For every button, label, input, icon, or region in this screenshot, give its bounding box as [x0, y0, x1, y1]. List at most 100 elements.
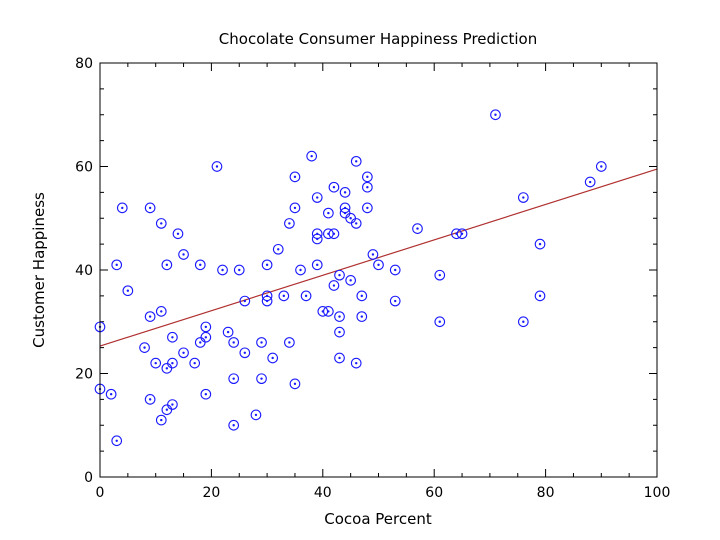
data-point — [584, 176, 596, 188]
y-tick-label: 20 — [75, 367, 93, 383]
data-point — [350, 357, 362, 369]
x-tick-label: 100 — [644, 485, 671, 501]
data-point — [261, 295, 273, 307]
data-point — [228, 419, 240, 431]
data-point — [239, 347, 251, 359]
data-point — [161, 404, 173, 416]
data-point — [200, 388, 212, 400]
data-point — [456, 228, 468, 240]
data-point — [267, 352, 279, 364]
data-point — [328, 228, 340, 240]
data-point — [517, 192, 529, 203]
data-point — [189, 357, 201, 369]
plot-frame — [99, 62, 658, 478]
y-axis-label: Customer Happiness — [30, 192, 48, 348]
data-point — [356, 311, 368, 322]
x-tick-label: 20 — [202, 485, 220, 501]
data-point — [362, 202, 373, 214]
data-point — [144, 394, 156, 405]
data-point — [172, 228, 184, 240]
data-point — [373, 259, 384, 271]
data-point — [328, 181, 340, 193]
data-point — [311, 192, 323, 203]
data-point — [278, 290, 290, 302]
y-tick-label: 40 — [75, 263, 93, 279]
data-point — [178, 347, 189, 359]
data-point — [122, 285, 134, 297]
data-point — [256, 373, 267, 385]
data-points — [94, 109, 607, 447]
chart-title: Chocolate Consumer Happiness Prediction — [219, 30, 537, 48]
data-point — [323, 228, 334, 240]
data-point — [150, 357, 162, 369]
data-point — [233, 264, 245, 276]
data-point — [350, 218, 362, 229]
data-point — [362, 181, 373, 193]
data-point — [356, 290, 368, 302]
data-point — [284, 337, 295, 348]
data-point — [178, 249, 189, 260]
data-point — [139, 342, 150, 353]
data-point — [345, 212, 357, 224]
data-point — [228, 337, 240, 348]
data-point — [306, 150, 318, 162]
data-point — [534, 290, 546, 302]
fit-line — [99, 168, 658, 347]
data-point — [167, 357, 178, 369]
data-point — [155, 218, 167, 229]
data-point — [111, 435, 123, 447]
x-tick-label: 80 — [537, 485, 555, 501]
x-tick-label: 0 — [96, 485, 105, 501]
data-point — [167, 399, 178, 410]
data-point — [534, 238, 546, 250]
data-point — [261, 259, 273, 271]
data-point — [250, 409, 262, 421]
data-point — [311, 259, 323, 271]
data-point — [517, 316, 529, 328]
data-point — [289, 378, 301, 390]
data-point — [155, 414, 167, 426]
data-point — [317, 306, 329, 317]
data-point — [412, 223, 423, 234]
data-point — [194, 337, 206, 348]
data-point — [200, 321, 212, 333]
data-point — [323, 207, 334, 219]
data-point — [161, 362, 173, 374]
data-point — [228, 373, 240, 385]
data-point — [144, 311, 156, 322]
y-tick-label: 60 — [75, 160, 93, 176]
x-axis-label: Cocoa Percent — [324, 510, 432, 528]
data-point — [256, 337, 267, 348]
data-point — [490, 109, 501, 121]
data-point — [239, 295, 251, 307]
data-point — [311, 233, 323, 245]
data-point — [289, 171, 301, 183]
data-point — [339, 207, 351, 219]
data-point — [389, 264, 401, 276]
data-point — [144, 202, 156, 214]
data-point — [339, 187, 351, 198]
data-point — [111, 259, 123, 271]
data-point — [389, 295, 401, 307]
data-point — [328, 280, 340, 291]
data-point — [345, 275, 357, 286]
data-point — [350, 155, 362, 167]
y-tick-label: 80 — [75, 56, 93, 72]
data-point — [334, 326, 345, 338]
data-point — [367, 249, 379, 260]
data-point — [295, 264, 306, 276]
regression-line — [99, 168, 658, 347]
x-tick-label: 40 — [314, 485, 332, 501]
data-point — [595, 161, 607, 172]
data-point — [222, 326, 234, 338]
data-point — [272, 243, 284, 255]
y-tick-label: 0 — [84, 470, 93, 486]
data-point — [155, 306, 167, 317]
data-point — [362, 171, 373, 183]
data-point — [334, 352, 345, 364]
data-point — [334, 311, 345, 322]
data-point — [217, 264, 228, 276]
data-point — [211, 161, 223, 172]
data-point — [300, 290, 312, 302]
